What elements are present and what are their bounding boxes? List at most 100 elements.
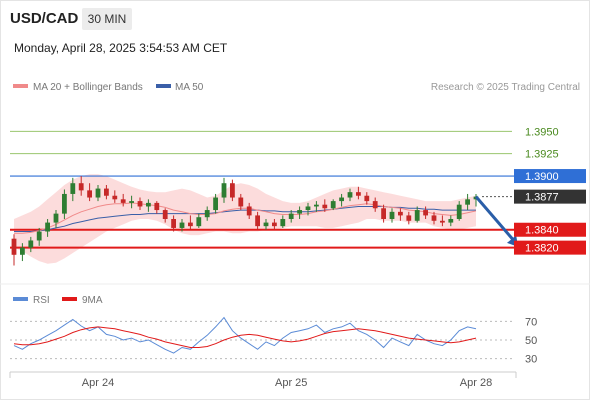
candle-body	[104, 188, 109, 196]
candle	[162, 208, 168, 223]
rsi-ma-legend-label: 9MA	[82, 295, 103, 306]
candle	[456, 201, 462, 221]
candle	[154, 201, 160, 214]
candle	[171, 215, 176, 232]
candle-body	[356, 192, 361, 196]
ma20-line	[14, 202, 477, 234]
candle-body	[280, 219, 286, 227]
candle	[70, 177, 76, 202]
candle	[448, 215, 454, 227]
candle-body	[423, 210, 428, 216]
candle	[45, 219, 50, 237]
x-tick-label: Apr 28	[460, 377, 492, 389]
candle-body	[204, 210, 210, 218]
candle	[146, 199, 151, 212]
candle-body	[246, 206, 252, 216]
candle-body	[78, 183, 84, 191]
candle	[297, 206, 302, 219]
ma50-line	[14, 206, 476, 232]
candle	[339, 193, 344, 207]
rsi-tick-50: 50	[525, 335, 537, 347]
x-tick-label: Apr 25	[275, 377, 307, 389]
level-tag-1-3840	[514, 222, 586, 237]
candle	[423, 206, 428, 219]
candle	[53, 210, 59, 228]
candle	[356, 186, 361, 200]
timestamp: Monday, April 28, 2025 3:54:53 AM CET	[14, 41, 228, 55]
candle-body	[146, 202, 151, 207]
candle-body	[36, 231, 42, 241]
candle	[322, 199, 328, 212]
ma20-legend-swatch	[13, 84, 28, 88]
candle-body	[456, 204, 462, 219]
candle	[221, 177, 227, 203]
level-label-1-3840: 1.3840	[525, 225, 559, 237]
candle-body	[230, 183, 235, 198]
candle	[398, 208, 403, 221]
candle	[28, 236, 34, 253]
candle-body	[255, 215, 260, 227]
candle	[87, 183, 92, 202]
candle-body	[238, 197, 244, 207]
candle-body	[448, 219, 454, 223]
candle	[104, 185, 109, 200]
candle	[204, 206, 210, 221]
candle	[389, 208, 395, 223]
candle	[129, 195, 134, 209]
candle-body	[70, 183, 76, 194]
level-tag-1-3820	[514, 240, 586, 255]
candle-body	[221, 183, 227, 198]
ma50-legend-label: MA 50	[175, 82, 204, 93]
candle	[414, 206, 420, 223]
candle-body	[62, 193, 67, 214]
candle-body	[137, 201, 143, 207]
candle-body	[347, 192, 353, 198]
candle-body	[120, 199, 126, 203]
candle-body	[440, 220, 445, 223]
level-label-1-3925: 1.3925	[525, 149, 559, 161]
candle-body	[45, 222, 50, 232]
rsi-legend-swatch	[13, 297, 28, 301]
watermark: Research © 2025 Trading Central	[431, 82, 580, 93]
level-tag-1-3877	[514, 189, 586, 204]
candle	[36, 227, 42, 246]
rsi-tick-30: 30	[525, 354, 537, 366]
rsi-tick-70: 70	[525, 316, 537, 328]
candle	[11, 234, 17, 266]
candle	[213, 193, 218, 214]
forecast-arrow-shaft	[474, 195, 516, 242]
candle-body	[53, 213, 59, 223]
candle-body	[188, 222, 193, 227]
x-tick-label: Apr 24	[82, 377, 114, 389]
candle	[465, 193, 470, 211]
candle	[347, 188, 353, 202]
candle	[188, 215, 193, 230]
candle-body	[95, 188, 101, 198]
timeframe-button[interactable]: 30 MIN	[82, 8, 132, 30]
candle-body	[263, 222, 269, 227]
candle-body	[431, 215, 437, 221]
candle	[305, 202, 311, 216]
level-tag-1-3900	[514, 169, 586, 184]
candle-body	[322, 204, 328, 209]
candle	[20, 243, 25, 262]
candle-body	[339, 197, 344, 202]
candle	[62, 189, 67, 219]
candle	[364, 192, 370, 205]
candle-body	[11, 238, 17, 255]
rsi-legend-label: RSI	[33, 295, 50, 306]
candle-body	[381, 208, 386, 219]
candle-body	[196, 217, 202, 227]
candle	[255, 211, 260, 230]
candle-body	[364, 195, 370, 202]
candle-body	[154, 202, 160, 211]
candle	[272, 219, 277, 230]
candle-body	[272, 222, 277, 227]
candle	[406, 211, 412, 225]
candle-body	[414, 210, 420, 221]
candle	[238, 193, 244, 211]
symbol-title: USD/CAD	[10, 10, 79, 27]
candle	[78, 176, 84, 196]
candle-body	[179, 222, 185, 228]
